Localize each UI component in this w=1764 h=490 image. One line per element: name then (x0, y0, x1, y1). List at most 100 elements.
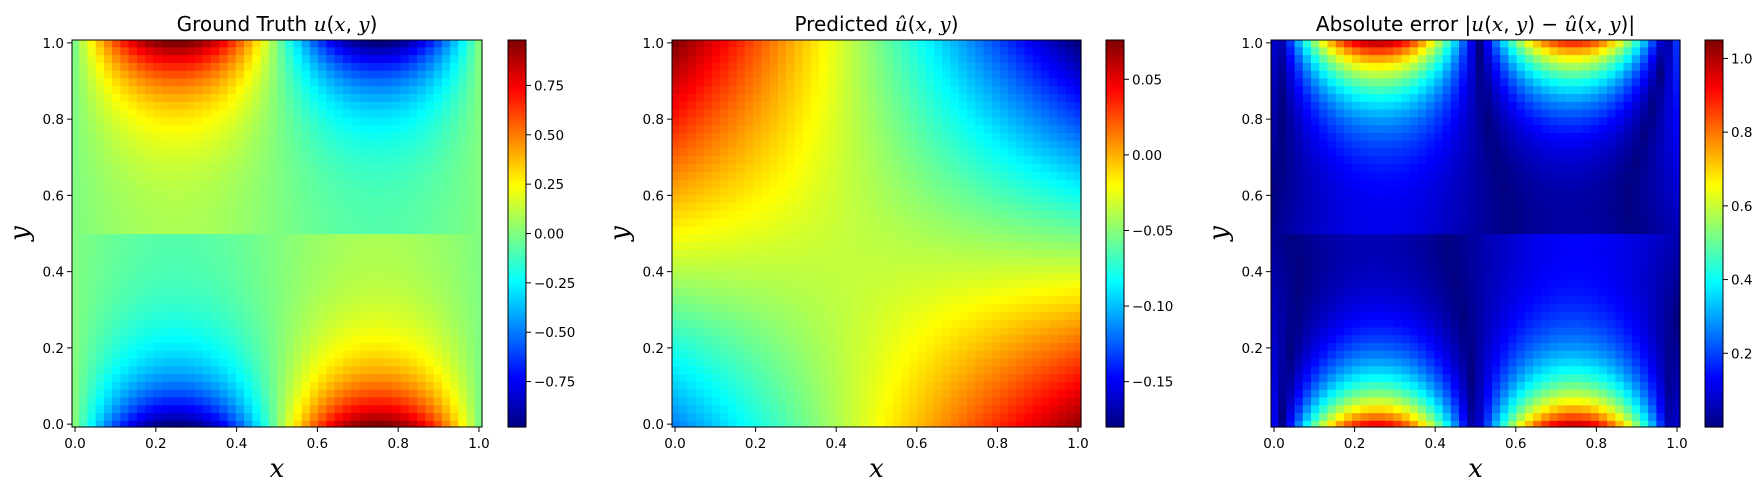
heatmap-cell (966, 194, 976, 203)
heatmap-cell (79, 334, 88, 344)
heatmap-cell (72, 93, 80, 102)
colorbar-segment (508, 98, 526, 102)
heatmap-cell (392, 249, 402, 258)
heatmap-cell (728, 241, 738, 250)
heatmap-cell (161, 334, 171, 344)
heatmap-cell (901, 109, 910, 118)
heatmap-cell (351, 202, 361, 211)
heatmap-cell (950, 287, 960, 297)
heatmap-cell (884, 303, 894, 312)
heatmap-cell (769, 109, 779, 118)
heatmap-cell (169, 132, 179, 141)
heatmap-cell (211, 101, 220, 110)
heatmap-cell (868, 319, 878, 328)
heatmap-cell (334, 256, 344, 266)
heatmap-cell (868, 272, 878, 281)
heatmap-cell (794, 210, 804, 219)
heatmap-cell (400, 85, 410, 95)
heatmap-cell (375, 124, 385, 133)
heatmap-cell (244, 93, 253, 102)
heatmap-cell (367, 40, 377, 48)
heatmap-cell (244, 381, 253, 390)
heatmap-cell (786, 124, 795, 133)
heatmap-cell (695, 389, 705, 398)
colorbar-segment (508, 65, 526, 70)
heatmap-cell (843, 326, 853, 336)
heatmap-cell (450, 319, 459, 328)
heatmap-cell (202, 249, 212, 258)
heatmap-cell (1040, 109, 1050, 118)
heatmap-cell (835, 101, 845, 110)
heatmap-cell (326, 233, 336, 242)
heatmap-cell (72, 358, 80, 367)
heatmap-cell (835, 124, 845, 133)
heatmap-cell (786, 358, 795, 367)
heatmap-cell (474, 116, 483, 126)
heatmap-cell (687, 311, 697, 320)
heatmap-cell (851, 319, 861, 328)
heatmap-cell (384, 46, 394, 56)
heatmap-cell (843, 249, 853, 258)
heatmap-cell (925, 225, 935, 235)
heatmap-cell (72, 186, 80, 196)
heatmap-cell (753, 210, 762, 219)
heatmap-cell (769, 389, 779, 398)
heatmap-cell (958, 264, 968, 273)
colorbar-segment (508, 194, 526, 199)
heatmap-cell (450, 163, 459, 172)
heatmap-cell (268, 420, 278, 428)
heatmap-cell (843, 412, 853, 421)
heatmap-cell (334, 46, 344, 56)
heatmap-cell (417, 295, 426, 305)
heatmap-cell (736, 194, 746, 203)
heatmap-cell (153, 109, 163, 118)
heatmap-cell (301, 264, 311, 273)
heatmap-cell (934, 272, 943, 281)
heatmap-cell (892, 280, 902, 289)
heatmap-cell (375, 70, 385, 79)
heatmap-cell (392, 101, 402, 110)
heatmap-cell (1049, 412, 1059, 421)
heatmap-cell (145, 272, 154, 281)
heatmap-cell (761, 225, 771, 235)
heatmap-cell (301, 40, 311, 48)
heatmap-cell (186, 396, 196, 406)
heatmap-cell (309, 264, 319, 273)
heatmap-cell (835, 85, 845, 95)
heatmap-cell (202, 179, 212, 188)
heatmap-cell (695, 194, 705, 203)
heatmap-cell (999, 350, 1009, 359)
y-tick-label: 0.4 (43, 265, 64, 281)
heatmap-cell (384, 210, 394, 219)
heatmap-cell (72, 101, 80, 110)
heatmap-cell (1032, 233, 1042, 242)
heatmap-cell (351, 93, 361, 102)
heatmap-cell (384, 373, 394, 382)
heatmap-cell (777, 389, 787, 398)
heatmap-cell (128, 85, 138, 95)
heatmap-cell (433, 412, 443, 421)
heatmap-cell (818, 62, 828, 71)
heatmap-cell (835, 179, 845, 188)
heatmap-cell (400, 358, 410, 367)
colorbar-segment (508, 352, 526, 357)
heatmap-cell (1024, 124, 1034, 133)
heatmap-cell (301, 365, 311, 375)
heatmap-cell (301, 202, 311, 211)
heatmap-cell (318, 62, 328, 71)
heatmap-cell (392, 311, 402, 320)
heatmap-cell (194, 233, 204, 242)
heatmap-cell (860, 225, 869, 235)
heatmap-cell (375, 46, 385, 56)
heatmap-cell (983, 40, 993, 48)
heatmap-cell (720, 70, 730, 79)
heatmap-cell (112, 40, 121, 48)
heatmap-cell (277, 225, 286, 235)
heatmap-cell (999, 249, 1009, 258)
heatmap-cell (860, 256, 869, 266)
heatmap-cell (285, 280, 295, 289)
heatmap-cell (950, 54, 960, 63)
heatmap-cell (359, 280, 369, 289)
heatmap-cell (794, 140, 804, 149)
heatmap-cell (1016, 186, 1026, 196)
